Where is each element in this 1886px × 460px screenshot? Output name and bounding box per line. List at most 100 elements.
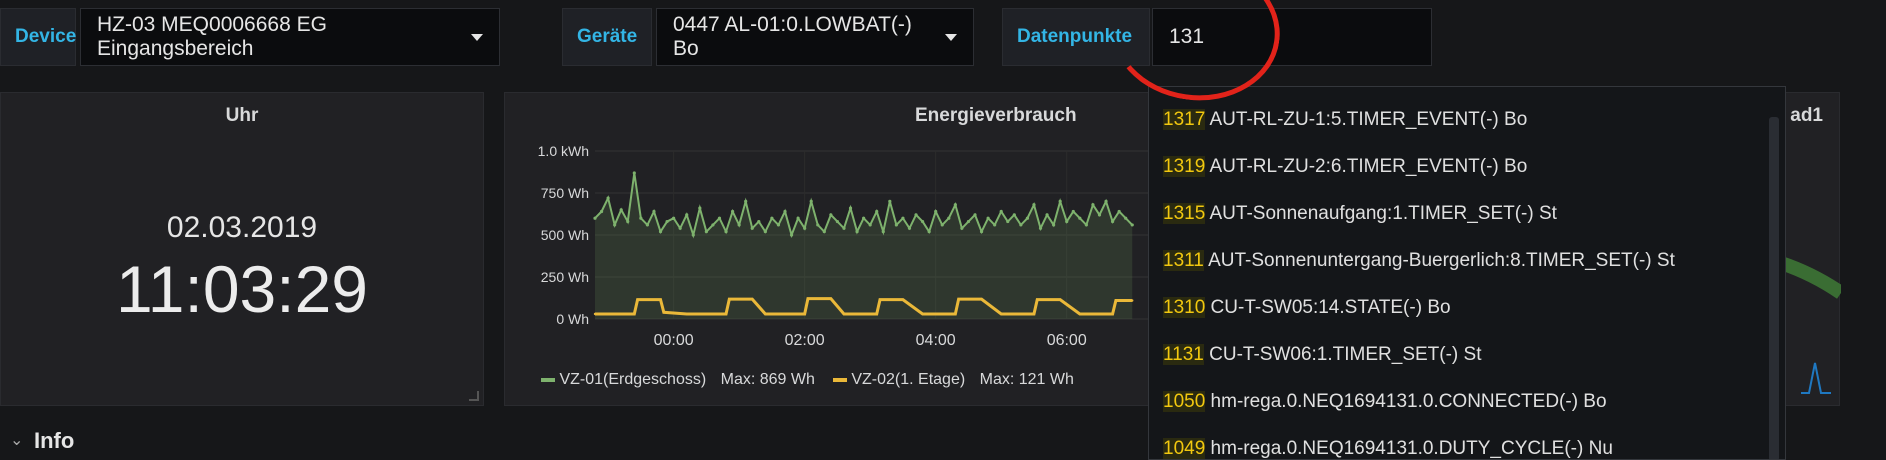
data-point: [862, 216, 866, 220]
data-point: [1078, 216, 1082, 220]
data-point: [914, 213, 918, 217]
data-point: [920, 219, 925, 224]
y-tick-label: 0 Wh: [556, 311, 589, 327]
data-point: [999, 209, 1003, 214]
data-point: [764, 312, 767, 316]
datenpunkte-dropdown: 1317 AUT-RL-ZU-1:5.TIMER_EVENT(-) Bo 131…: [1148, 86, 1786, 460]
data-point: [724, 312, 728, 316]
y-tick-label: 500 Wh: [541, 227, 589, 243]
datenpunkte-input[interactable]: 131: [1152, 8, 1432, 66]
geraete-variable-label: Geräte: [562, 8, 652, 66]
data-point: [1078, 312, 1082, 316]
legend-swatch-icon: [541, 377, 555, 382]
data-point: [692, 312, 695, 316]
data-point: [986, 216, 990, 220]
device-select-value: HZ-03 MEQ0006668 EG Eingangsbereich: [97, 13, 327, 60]
data-point: [1091, 203, 1095, 207]
data-point: [1117, 209, 1121, 214]
data-point: [645, 223, 650, 227]
chevron-down-icon: ⌄: [10, 432, 24, 449]
dropdown-option[interactable]: 1317 AUT-RL-ZU-1:5.TIMER_EVENT(-) Bo: [1163, 109, 1528, 130]
data-point: [685, 312, 688, 316]
dropdown-option[interactable]: 1049 hm-rega.0.NEQ1694131.0.DUTY_CYCLE(-…: [1163, 438, 1613, 459]
data-point: [730, 209, 735, 214]
data-point: [980, 297, 983, 301]
data-point: [691, 233, 695, 237]
data-point: [763, 230, 767, 234]
data-point: [1131, 299, 1134, 302]
data-point: [620, 312, 623, 316]
device-select[interactable]: HZ-03 MEQ0006668 EG Eingangsbereich: [80, 8, 500, 66]
data-point: [678, 226, 682, 230]
data-point: [711, 223, 715, 227]
data-point: [593, 312, 597, 316]
legend-label: VZ-01(Erdgeschoss): [559, 371, 707, 388]
geraete-select[interactable]: 0447 AL-01:0.LOWBAT(-) Bo: [656, 8, 974, 66]
dropdown-option[interactable]: 1311 AUT-Sonnenuntergang-Buergerlich:8.T…: [1163, 250, 1675, 271]
row-title: Info: [34, 428, 75, 453]
data-point: [751, 297, 754, 301]
dropdown-option[interactable]: 1310 CU-T-SW05:14.STATE(-) Bo: [1163, 297, 1451, 318]
data-point: [662, 311, 665, 314]
data-point: [652, 209, 656, 214]
data-point: [1124, 216, 1128, 220]
chevron-down-icon: [945, 33, 957, 41]
data-point: [626, 219, 630, 224]
data-point: [803, 226, 807, 230]
data-point: [633, 312, 636, 316]
chart-legend: VZ-01(Erdgeschoss) Max: 869 Wh VZ-02(1. …: [541, 371, 1074, 389]
data-point: [1097, 213, 1102, 217]
data-point: [796, 216, 800, 220]
clock-time: 11:03:29: [115, 252, 368, 326]
data-point: [809, 199, 813, 203]
data-point: [737, 223, 741, 227]
data-point: [868, 223, 872, 227]
variables-bar: Device HZ-03 MEQ0006668 EG Eingangsberei…: [0, 0, 1886, 78]
data-point: [894, 223, 898, 227]
dropdown-option[interactable]: 1315 AUT-Sonnenaufgang:1.TIMER_SET(-) St: [1163, 203, 1557, 224]
data-point: [966, 219, 971, 224]
right-panel-title: ad1: [1790, 105, 1823, 126]
dropdown-option[interactable]: 1050 hm-rega.0.NEQ1694131.0.CONNECTED(-)…: [1163, 391, 1607, 412]
legend-item-vz02[interactable]: VZ-02(1. Etage) Max: 121 Wh: [832, 371, 1074, 389]
data-point: [619, 208, 623, 212]
dropdown-option[interactable]: 1131 CU-T-SW06:1.TIMER_SET(-) St: [1163, 344, 1482, 365]
data-point: [704, 230, 708, 234]
y-tick-label: 250 Wh: [541, 269, 589, 285]
data-point: [728, 297, 731, 301]
dropdown-option[interactable]: 1319 AUT-RL-ZU-2:6.TIMER_EVENT(-) Bo: [1163, 156, 1528, 177]
data-point: [770, 216, 774, 220]
data-point: [888, 199, 892, 203]
data-point: [1130, 223, 1134, 227]
data-point: [947, 216, 951, 220]
data-point: [901, 216, 905, 220]
clock-panel-title: Uhr: [225, 105, 259, 126]
data-point: [881, 230, 885, 234]
data-point: [1052, 223, 1056, 227]
data-point: [632, 171, 636, 175]
data-point: [1036, 298, 1039, 301]
data-point: [829, 297, 833, 300]
data-point: [940, 223, 944, 227]
clock-panel: Uhr 02.03.2019 11:03:29: [0, 92, 484, 406]
data-point: [698, 206, 702, 210]
data-point: [829, 213, 833, 217]
data-point: [1058, 199, 1062, 203]
data-point: [639, 216, 643, 220]
data-point: [685, 213, 689, 217]
dropdown-scrollbar[interactable]: [1769, 117, 1779, 459]
data-point: [973, 213, 977, 217]
resize-handle-icon[interactable]: [469, 391, 479, 401]
device-variable-label: Device: [0, 8, 76, 66]
data-point: [1071, 209, 1075, 214]
data-point: [1032, 312, 1036, 316]
data-point: [665, 219, 669, 224]
data-point: [842, 312, 846, 316]
data-point: [636, 298, 639, 301]
legend-item-vz01[interactable]: VZ-01(Erdgeschoss) Max: 869 Wh: [541, 371, 815, 389]
data-point: [1019, 223, 1023, 227]
data-point: [901, 298, 905, 301]
data-point: [776, 223, 781, 227]
legend-swatch-icon: [832, 377, 847, 382]
data-point: [842, 226, 846, 230]
